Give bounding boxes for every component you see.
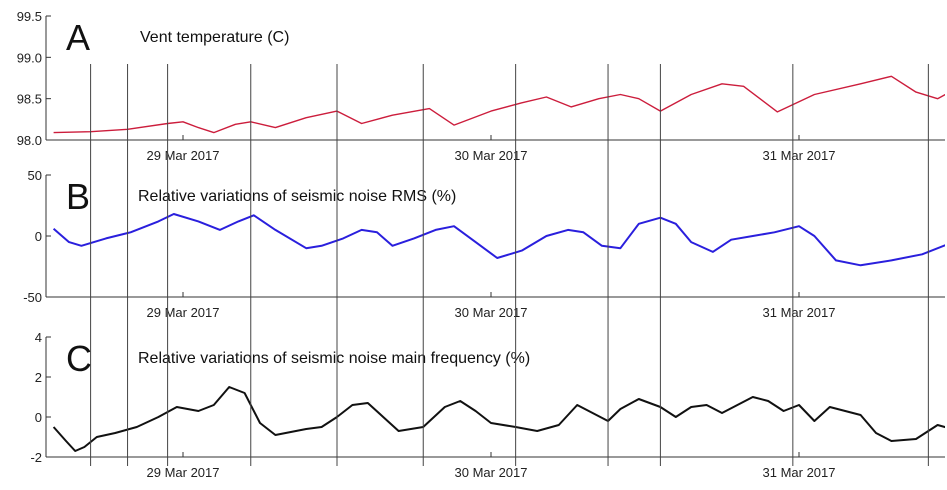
panel-letter: C bbox=[66, 338, 92, 379]
y-tick-label: 0 bbox=[35, 410, 42, 425]
y-tick-label: -50 bbox=[23, 290, 42, 305]
x-tick-label: 29 Mar 2017 bbox=[147, 305, 220, 320]
series-line bbox=[52, 213, 945, 267]
series-line bbox=[52, 386, 945, 452]
panel-c: -2 0 2 4 29 Mar 2017 30 Mar 2017 31 Mar 2017 C R… bbox=[30, 330, 945, 480]
y-tick-label: 4 bbox=[35, 330, 42, 345]
x-tick-label: 31 Mar 2017 bbox=[763, 465, 836, 480]
y-tick-label: 2 bbox=[35, 370, 42, 385]
y-tick-label: 50 bbox=[28, 168, 42, 183]
x-tick-label: 31 Mar 2017 bbox=[763, 148, 836, 163]
y-tick-label: 0 bbox=[35, 229, 42, 244]
y-tick-label: -2 bbox=[30, 450, 42, 465]
panel-title: Vent temperature (C) bbox=[140, 29, 289, 46]
x-tick-label: 29 Mar 2017 bbox=[147, 465, 220, 480]
x-tick-label: 30 Mar 2017 bbox=[455, 305, 528, 320]
panel-title: Relative variations of seismic noise mai… bbox=[138, 350, 530, 367]
panel-b: -50 0 50 29 Mar 2017 30 Mar 2017 31 Mar 2017 B… bbox=[23, 168, 945, 320]
x-tick-label: 30 Mar 2017 bbox=[455, 148, 528, 163]
x-tick-label: 30 Mar 2017 bbox=[455, 465, 528, 480]
x-tick-label: 29 Mar 2017 bbox=[147, 148, 220, 163]
x-tick-label: 31 Mar 2017 bbox=[763, 305, 836, 320]
y-tick-label: 99.0 bbox=[17, 50, 42, 65]
panel-a: 98.0 98.5 99.0 99.5 29 Mar 2017 30 Mar 2017 31… bbox=[17, 9, 945, 163]
series-line bbox=[53, 75, 945, 134]
y-tick-label: 98.0 bbox=[17, 133, 42, 148]
vertical-markers bbox=[90, 64, 929, 466]
panel-letter: A bbox=[66, 17, 90, 58]
panel-title: Relative variations of seismic noise RMS… bbox=[138, 188, 456, 205]
panel-letter: B bbox=[66, 176, 90, 217]
y-tick-label: 98.5 bbox=[17, 92, 42, 107]
y-tick-label: 99.5 bbox=[17, 9, 42, 24]
